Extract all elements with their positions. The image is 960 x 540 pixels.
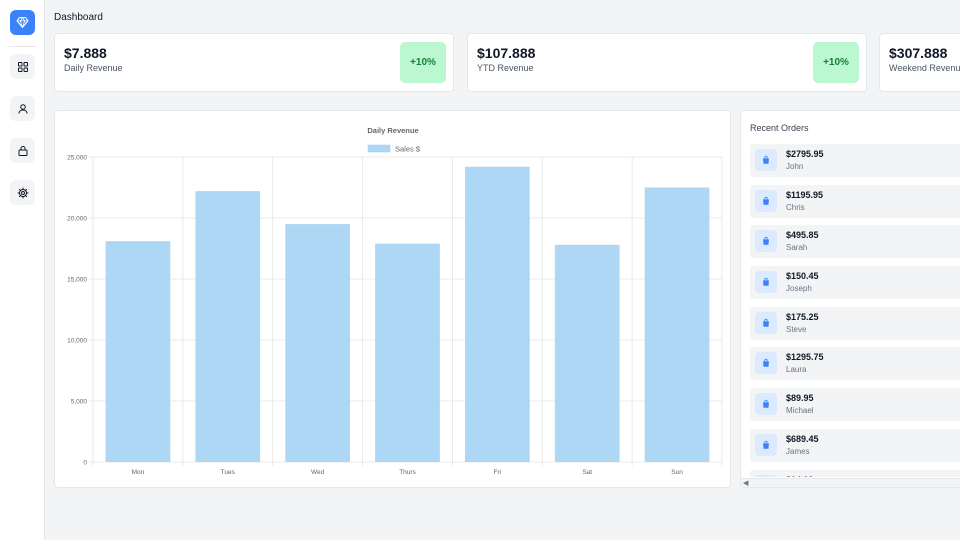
x-tick-label: Wed [311, 469, 325, 476]
stat-card-daily-revenue: $7.888 Daily Revenue +10% [54, 33, 454, 92]
stat-label: Daily Revenue [64, 63, 123, 73]
customer-name: Joseph [786, 284, 812, 294]
order-amount: $495.85 [786, 230, 819, 241]
grid-icon [17, 61, 28, 72]
order-amount: $2795.95 [786, 149, 824, 159]
sidebar [0, 0, 45, 540]
shopping-bag-icon [755, 230, 777, 253]
scroll-left-icon[interactable]: ◀ [743, 480, 749, 487]
customer-name: Steve [786, 324, 807, 334]
stat-value: $307.888 [889, 45, 948, 61]
chart-title: Daily Revenue [367, 126, 418, 135]
daily-revenue-chart: 0 5,000 10,000 15,000 20,000 25,000 Mon Tues Wed… [67, 126, 723, 476]
order-list[interactable]: $2795.95 John $1195.95 Chris $495.85 Sarah $15… [750, 144, 960, 477]
shopping-bag-icon [755, 311, 777, 334]
user-icon [18, 103, 27, 114]
shopping-bag-icon [755, 393, 777, 416]
order-item[interactable]: $1195.95 Chris [750, 184, 960, 218]
y-tick-label: 20,000 [67, 216, 87, 223]
order-item[interactable]: $89.95 Michael [750, 388, 960, 422]
sidebar-item-orders[interactable] [10, 138, 35, 163]
bar-fri[interactable] [465, 166, 530, 462]
chart-panel: 0 5,000 10,000 15,000 20,000 25,000 Mon Tues Wed… [54, 110, 731, 488]
shopping-bag-icon [755, 474, 777, 477]
stat-label: YTD Revenue [477, 63, 534, 73]
legend-label[interactable]: Sales $ [395, 145, 421, 154]
order-amount: $1295.75 [786, 352, 824, 363]
shopping-bag-icon [755, 149, 777, 171]
order-amount: $14.99 [786, 475, 814, 478]
y-tick-label: 10,000 [67, 338, 87, 345]
bar-wed[interactable] [285, 224, 350, 462]
customer-name: John [786, 162, 804, 171]
customer-name: James [786, 446, 810, 456]
order-item[interactable]: $495.85 Sarah [750, 225, 960, 259]
x-tick-label: Sat [582, 469, 592, 476]
order-item[interactable]: $175.25 Steve [750, 306, 960, 340]
shopping-bag-icon [755, 271, 777, 294]
stat-card-ytd-revenue: $107.888 YTD Revenue +10% [467, 33, 867, 92]
bar-thurs[interactable] [375, 243, 440, 462]
x-tick-label: Sun [671, 469, 683, 476]
diamond-icon [16, 17, 29, 28]
x-tick-label: Tues [221, 469, 236, 476]
customer-name: Laura [786, 365, 807, 375]
order-amount: $150.45 [786, 271, 819, 282]
change-badge: +10% [400, 42, 446, 83]
stat-label: Weekend Revenue [889, 63, 960, 73]
y-tick-label: 5,000 [71, 399, 88, 406]
customer-name: Chris [786, 202, 805, 212]
sidebar-item-users[interactable] [10, 96, 35, 121]
order-item[interactable]: $1295.75 Laura [750, 347, 960, 381]
stat-card-weekend-revenue: $307.888 Weekend Revenue [879, 33, 960, 92]
y-tick-label: 25,000 [67, 155, 87, 162]
order-amount: $689.45 [786, 433, 819, 444]
bar-mon[interactable] [105, 241, 171, 462]
recent-orders-panel: Recent Orders $2795.95 John $1195.95 Chris $… [740, 110, 960, 488]
order-item[interactable]: $2795.95 John [750, 144, 960, 177]
x-tick-label: Thurs [399, 469, 416, 476]
change-badge: +10% [813, 42, 859, 83]
logo-button[interactable] [10, 10, 35, 35]
shopping-bag-icon [755, 433, 777, 456]
gear-icon [17, 187, 28, 198]
order-item[interactable]: $150.45 Joseph [750, 266, 960, 300]
x-tick-label: Fri [494, 469, 502, 476]
order-item[interactable]: $14.99 [750, 469, 960, 478]
page-title: Dashboard [54, 12, 103, 23]
x-tick-label: Mon [132, 469, 145, 476]
bar-sun[interactable] [644, 187, 710, 463]
y-tick-label: 15,000 [67, 277, 87, 284]
horizontal-scrollbar[interactable]: ◀ [741, 478, 960, 487]
order-amount: $1195.95 [786, 189, 824, 200]
order-amount: $89.95 [786, 393, 814, 404]
bar-tues[interactable] [195, 191, 261, 462]
sidebar-item-dashboard[interactable] [10, 54, 35, 79]
bar-sat[interactable] [554, 244, 620, 462]
customer-name: Michael [786, 406, 814, 416]
sidebar-item-settings[interactable] [10, 180, 35, 205]
y-tick-label: 0 [83, 460, 87, 467]
lock-icon [18, 145, 27, 156]
stat-value: $7.888 [64, 45, 107, 61]
shopping-bag-icon [755, 352, 777, 375]
shopping-bag-icon [755, 189, 777, 212]
legend-swatch[interactable] [367, 144, 391, 153]
sidebar-divider [9, 46, 36, 47]
stat-value: $107.888 [477, 45, 536, 61]
customer-name: Sarah [786, 243, 808, 253]
order-amount: $175.25 [786, 311, 819, 322]
recent-orders-title: Recent Orders [750, 123, 809, 133]
order-item[interactable]: $689.45 James [750, 428, 960, 462]
